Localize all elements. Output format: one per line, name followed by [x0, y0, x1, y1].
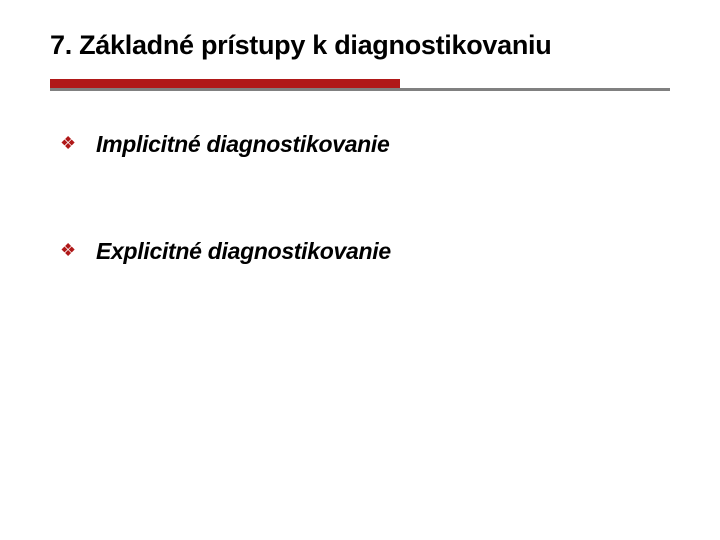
diamond-bullet-icon: ❖ — [60, 241, 78, 259]
bullet-list: ❖ Implicitné diagnostikovanie ❖ Explicit… — [50, 131, 670, 265]
title-divider — [50, 79, 670, 91]
slide-title: 7. Základné prístupy k diagnostikovaniu — [50, 30, 670, 61]
list-item: ❖ Explicitné diagnostikovanie — [60, 238, 670, 265]
divider-line — [50, 88, 670, 91]
diamond-bullet-icon: ❖ — [60, 134, 78, 152]
slide-container: 7. Základné prístupy k diagnostikovaniu … — [0, 0, 720, 540]
bullet-label: Explicitné diagnostikovanie — [96, 238, 391, 265]
divider-accent-bar — [50, 79, 400, 88]
bullet-label: Implicitné diagnostikovanie — [96, 131, 390, 158]
list-item: ❖ Implicitné diagnostikovanie — [60, 131, 670, 158]
